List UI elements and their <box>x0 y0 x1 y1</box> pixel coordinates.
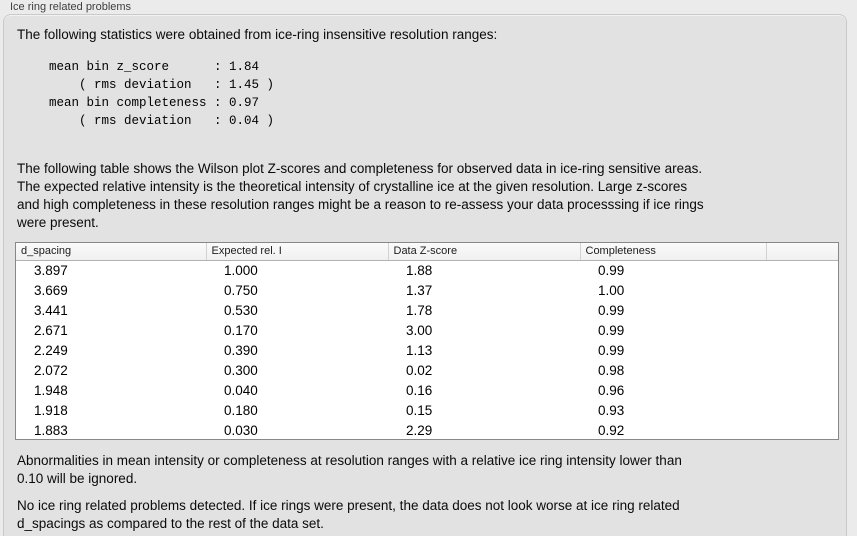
table-cell: 2.671 <box>34 322 68 338</box>
table-cell: 3.897 <box>34 262 68 278</box>
table-cell: 3.669 <box>34 282 68 298</box>
table-cell: 1.883 <box>34 422 68 438</box>
table-cell: 0.98 <box>598 362 625 378</box>
table-cell: 3.441 <box>34 302 68 318</box>
table-cell: 1.00 <box>598 282 625 298</box>
table-description: The following table shows the Wilson plo… <box>17 161 704 230</box>
table-body: 3.897 1.000 1.88 0.99 3.669 0.750 1.37 1.00 3.44… <box>16 260 838 439</box>
table-cell: 0.180 <box>224 402 258 418</box>
table-row[interactable]: 3.669 0.750 1.37 1.00 <box>16 280 838 300</box>
table-cell: 1.78 <box>406 302 433 318</box>
table-cell: 3.00 <box>406 322 433 338</box>
table-cell: 0.99 <box>598 342 625 358</box>
table-row[interactable]: 2.671 0.170 3.00 0.99 <box>16 320 838 340</box>
table-cell: 0.390 <box>224 342 258 358</box>
table-cell: 2.249 <box>34 342 68 358</box>
table-cell: 0.99 <box>598 262 625 278</box>
table-cell: 0.92 <box>598 422 625 438</box>
table-cell-empty <box>766 360 838 380</box>
table-cell: 0.300 <box>224 362 258 378</box>
table-row[interactable]: 2.072 0.300 0.02 0.98 <box>16 360 838 380</box>
table-cell: 0.16 <box>406 382 433 398</box>
table-cell: 0.15 <box>406 402 433 418</box>
table-cell: 0.99 <box>598 322 625 338</box>
table-row[interactable]: 1.948 0.040 0.16 0.96 <box>16 380 838 400</box>
stats-block: mean bin z_score : 1.84 ( rms deviation … <box>49 60 275 128</box>
table-cell: 2.072 <box>34 362 68 378</box>
table-cell-empty <box>766 320 838 340</box>
table-cell: 1.13 <box>406 342 433 358</box>
table-cell: 0.040 <box>224 382 258 398</box>
panel-title: Ice ring related problems <box>10 1 132 13</box>
table-cell-empty <box>766 340 838 360</box>
column-header[interactable]: Completeness <box>580 243 767 261</box>
table-cell: 0.750 <box>224 282 258 298</box>
intro-text: The following statistics were obtained f… <box>17 27 498 42</box>
table-cell: 1.948 <box>34 382 68 398</box>
conclusion-note: No ice ring related problems detected. I… <box>17 498 680 531</box>
ice-ring-table: d_spacing Expected rel. I Data Z-score Comp… <box>15 242 839 440</box>
table-cell: 1.88 <box>406 262 433 278</box>
table-cell-empty <box>766 420 838 439</box>
table-header-row: d_spacing Expected rel. I Data Z-score Comp… <box>16 243 838 261</box>
ignore-threshold-note: Abnormalities in mean intensity or compl… <box>17 453 682 486</box>
table-cell-empty <box>766 300 838 320</box>
table-cell-empty <box>766 400 838 420</box>
table-cell-empty <box>766 380 838 400</box>
column-header[interactable]: d_spacing <box>16 243 207 261</box>
table-cell: 0.96 <box>598 382 625 398</box>
table-cell: 0.530 <box>224 302 258 318</box>
table-cell: 0.030 <box>224 422 258 438</box>
table-cell: 2.29 <box>406 422 433 438</box>
table-row[interactable]: 1.883 0.030 2.29 0.92 <box>16 420 838 439</box>
table-cell: 0.93 <box>598 402 625 418</box>
table-row[interactable]: 1.918 0.180 0.15 0.93 <box>16 400 838 420</box>
column-header[interactable]: Expected rel. I <box>206 243 389 261</box>
table-cell-empty <box>766 260 838 280</box>
column-header[interactable] <box>766 243 838 261</box>
table-cell: 1.000 <box>224 262 258 278</box>
table-row[interactable]: 3.441 0.530 1.78 0.99 <box>16 300 838 320</box>
table-cell: 0.170 <box>224 322 258 338</box>
table-cell: 0.02 <box>406 362 433 378</box>
table-row[interactable]: 2.249 0.390 1.13 0.99 <box>16 340 838 360</box>
table-row[interactable]: 3.897 1.000 1.88 0.99 <box>16 260 838 280</box>
table-cell-empty <box>766 280 838 300</box>
ice-ring-panel: The following statistics were obtained f… <box>3 14 847 536</box>
table-cell: 0.99 <box>598 302 625 318</box>
column-header[interactable]: Data Z-score <box>388 243 581 261</box>
table-cell: 1.918 <box>34 402 68 418</box>
table-cell: 1.37 <box>406 282 433 298</box>
